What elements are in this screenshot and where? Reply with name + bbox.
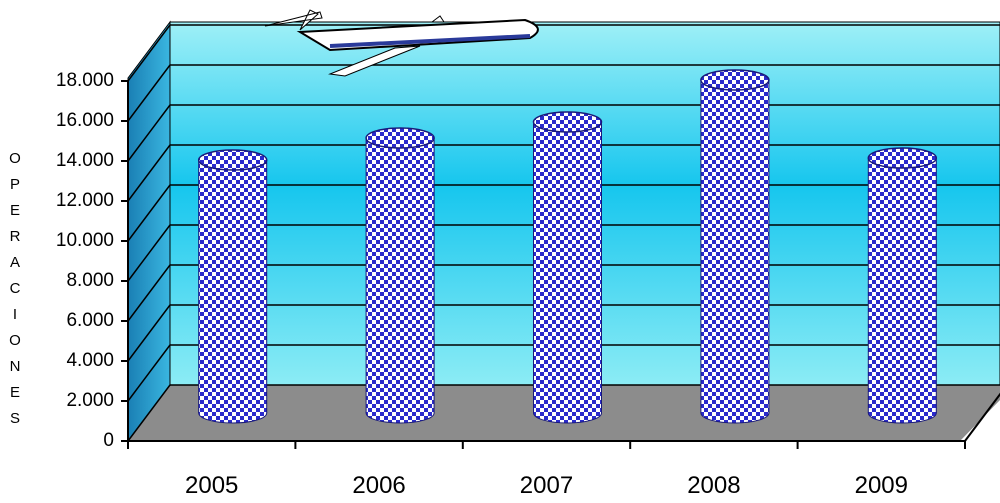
y-tick-label: 8.000 [66, 270, 114, 291]
x-tick-label: 2009 [855, 472, 908, 499]
grid-line [127, 104, 171, 162]
cylinder-outline [700, 80, 770, 413]
grid-line [127, 144, 171, 202]
y-tick-label: 10.000 [56, 230, 114, 251]
y-axis-title: OPERACIONES [7, 150, 24, 436]
grid-line [127, 24, 171, 82]
y-tick-label: 4.000 [66, 350, 114, 371]
cylinder-top [532, 111, 603, 133]
grid-line [127, 224, 171, 282]
cylinder [700, 80, 769, 413]
x-tick-label: 2008 [687, 472, 740, 499]
y-tick-label: 12.000 [56, 190, 114, 211]
y-tick-label: 14.000 [56, 150, 114, 171]
cylinder-outline [867, 158, 937, 413]
grid-line [127, 184, 171, 242]
x-tick-label: 2006 [352, 472, 405, 499]
y-tick-label: 18.000 [56, 70, 114, 91]
cylinder [533, 122, 602, 413]
grid-line [127, 64, 171, 122]
cylinder-top [197, 149, 268, 171]
grid-line [127, 344, 171, 402]
y-tick-label: 0 [103, 430, 114, 451]
grid-line [127, 264, 171, 322]
cylinder [366, 138, 435, 413]
y-tick-label: 6.000 [66, 310, 114, 331]
cylinder-outline [533, 122, 602, 413]
cylinder-outline [198, 160, 268, 413]
grid-line [127, 384, 171, 442]
cylinder [198, 160, 267, 413]
cylinder-outline [365, 138, 435, 413]
x-tick-label: 2007 [520, 472, 573, 499]
cylinder-top [867, 147, 938, 169]
x-axis-edge [964, 392, 1000, 442]
cylinder [868, 158, 937, 413]
y-tick-label: 16.000 [56, 110, 114, 131]
cylinder-top [700, 69, 770, 91]
cylinder-top [365, 127, 435, 149]
airplane-icon [264, 9, 539, 77]
x-tick-label: 2005 [185, 472, 238, 499]
y-tick-label: 2.000 [66, 390, 114, 411]
grid-line [127, 304, 171, 362]
